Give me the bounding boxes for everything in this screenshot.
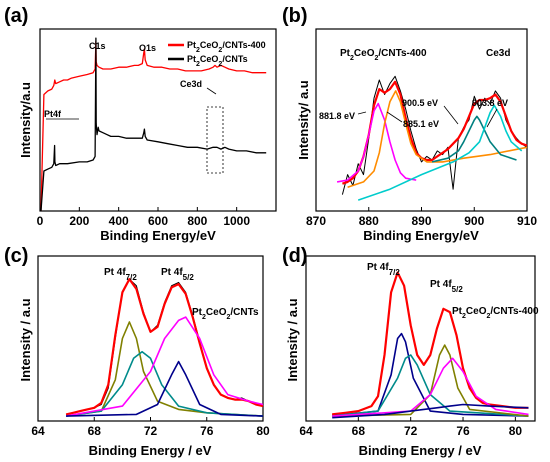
panel-a-y-axis-title: Intensity/a.u xyxy=(18,82,33,158)
panel-d: (d) 64 68 72 76 80 Pt 4f7/2 Pt 4f5/2 Pt2CeO2… xyxy=(282,245,539,458)
panel-c-y-axis-title: Intensity / a.u xyxy=(18,298,33,381)
panel-a-x-tick-label-200: 200 xyxy=(69,214,89,228)
panel-c-label: (c) xyxy=(4,245,28,267)
ce3d-annotation: Ce3d xyxy=(180,79,202,89)
peak-label-885-1: 885.1 eV xyxy=(403,119,439,129)
panel-b-label: (b) xyxy=(282,5,308,27)
panel-b-series-raw xyxy=(341,75,528,195)
ce3d-highlight-box xyxy=(206,106,224,174)
panel-a-series-pt2ceo2-cnts xyxy=(40,37,267,212)
peak-label-903-8: 903.8 eV xyxy=(472,98,508,108)
peak-label-900-5: 900.5 eV xyxy=(402,98,438,108)
panel-b-series-fit xyxy=(342,80,528,185)
panel-b-x-ticks: 870 880 890 900 910 xyxy=(306,207,537,228)
c1s-annotation: C1s xyxy=(89,41,106,51)
panel-a-label: (a) xyxy=(4,5,28,27)
panel-c-x-tick-label-64: 64 xyxy=(31,424,45,438)
panel-d-sample-label: Pt2CeO2/CNTs-400 xyxy=(452,306,539,320)
panel-d-x-ticks: 64 68 72 76 80 xyxy=(299,417,522,438)
panel-d-series xyxy=(332,271,529,419)
ce3d-arrow xyxy=(206,87,217,95)
panel-d-peak-label-7-2: Pt 4f7/2 xyxy=(367,262,400,277)
panel-b-x-tick-label-880: 880 xyxy=(359,214,379,228)
panel-a-x-tick-label-600: 600 xyxy=(148,214,168,228)
panel-c-series-raw xyxy=(65,278,264,415)
panel-c-x-tick-label-80: 80 xyxy=(256,424,270,438)
panel-a-x-axis-title: Binding Energy/eV xyxy=(100,228,216,243)
panel-b-ce3d-label: Ce3d xyxy=(486,48,510,59)
panel-d-peak-label-5-2: Pt 4f5/2 xyxy=(430,279,463,294)
peak-arrow-885-1 xyxy=(386,111,403,123)
pt4f-annotation: Pt4f xyxy=(44,109,62,119)
panel-d-x-tick-label-76: 76 xyxy=(456,424,470,438)
panel-a-x-tick-label-400: 400 xyxy=(109,214,129,228)
panel-b-x-axis-title: Binding Energy/eV xyxy=(363,228,479,243)
panel-d-series-component-2 xyxy=(332,354,529,417)
o1s-annotation: O1s xyxy=(139,43,156,53)
panel-a-series-pt2ceo2-cnts-400 xyxy=(40,41,267,212)
panel-c-frame xyxy=(37,255,264,422)
panel-d-x-axis-title: Binding Energy / eV xyxy=(359,443,482,458)
legend-entry-pt2ceo2-cnts-400: Pt2CeO2/CNTs-400 xyxy=(187,40,266,54)
panel-b-x-tick-label-900: 900 xyxy=(464,214,484,228)
panel-c: (c) 64 68 72 76 80 Pt 4f7/2 Pt 4f5/2 Pt2CeO2… xyxy=(4,245,270,458)
panel-b: (b) 870 880 890 900 910 Pt2CeO2/CNTs-400 Ce3… xyxy=(282,5,537,243)
panel-d-series-baseline xyxy=(332,403,529,419)
panel-d-series-component-1 xyxy=(332,332,529,417)
panel-d-x-tick-label-68: 68 xyxy=(352,424,366,438)
panel-b-series-881-8-ev-component xyxy=(336,102,417,183)
panel-a-legend: Pt2CeO2/CNTs-400 Pt2CeO2/CNTs xyxy=(168,40,266,68)
panel-a-x-tick-label-1000: 1000 xyxy=(223,214,250,228)
panel-c-x-ticks: 64 68 72 76 80 xyxy=(31,417,270,438)
panel-c-series-component-2 xyxy=(65,350,264,417)
panel-c-x-axis-title: Binding Energy / eV xyxy=(89,443,212,458)
panel-b-series-900-5-ev-component xyxy=(431,115,517,163)
panel-d-y-axis-title: Intensity / a.u xyxy=(285,298,300,381)
panel-a-x-ticks: 0 200 400 600 800 1000 xyxy=(37,207,250,228)
panel-b-x-tick-label-870: 870 xyxy=(306,214,326,228)
panel-b-x-tick-label-910: 910 xyxy=(517,214,537,228)
peak-arrow-881-8 xyxy=(357,111,367,115)
panel-a-series xyxy=(40,37,267,212)
panel-b-sample-label: Pt2CeO2/CNTs-400 xyxy=(340,48,427,62)
panel-d-label: (d) xyxy=(282,245,308,267)
panel-d-series-component-4 xyxy=(332,357,529,417)
panel-c-series-component-3 xyxy=(65,316,264,417)
panel-d-series-component-3 xyxy=(332,344,529,417)
panel-c-peak-label-5-2: Pt 4f5/2 xyxy=(161,267,194,282)
panel-d-frame xyxy=(305,255,536,422)
panel-b-series-903-8-ev-component xyxy=(357,104,523,201)
panel-d-x-tick-label-80: 80 xyxy=(509,424,523,438)
panel-a: (a) 0 200 400 600 800 1000 Pt4f C1s O1s Ce3d … xyxy=(4,5,277,243)
peak-arrow-903-8 xyxy=(486,108,498,128)
panel-c-series-component-1 xyxy=(65,321,264,417)
panel-b-series-885-1-ev-component xyxy=(347,90,528,189)
panel-a-x-tick-label-0: 0 xyxy=(37,214,44,228)
panel-d-series-fit xyxy=(332,271,529,416)
panel-b-x-tick-label-890: 890 xyxy=(411,214,431,228)
panel-c-x-tick-label-72: 72 xyxy=(144,424,158,438)
panel-b-series xyxy=(336,75,528,201)
panel-c-peak-label-7-2: Pt 4f7/2 xyxy=(104,267,137,282)
panel-d-x-tick-label-64: 64 xyxy=(299,424,313,438)
legend-entry-pt2ceo2-cnts: Pt2CeO2/CNTs xyxy=(187,54,248,68)
panel-b-y-axis-title: Intensity/ a.u xyxy=(296,80,311,160)
panel-a-x-tick-label-800: 800 xyxy=(187,214,207,228)
panel-c-series-component-4 xyxy=(66,360,264,417)
panel-c-sample-label: Pt2CeO2/CNTs xyxy=(192,307,259,321)
panel-d-x-tick-label-72: 72 xyxy=(404,424,418,438)
peak-arrow-900-5 xyxy=(443,105,459,125)
panel-c-series-fit xyxy=(65,278,264,416)
peak-label-881-8: 881.8 eV xyxy=(319,111,355,121)
panel-c-series xyxy=(65,278,264,417)
panel-c-x-tick-label-76: 76 xyxy=(200,424,214,438)
panel-c-x-tick-label-68: 68 xyxy=(88,424,102,438)
